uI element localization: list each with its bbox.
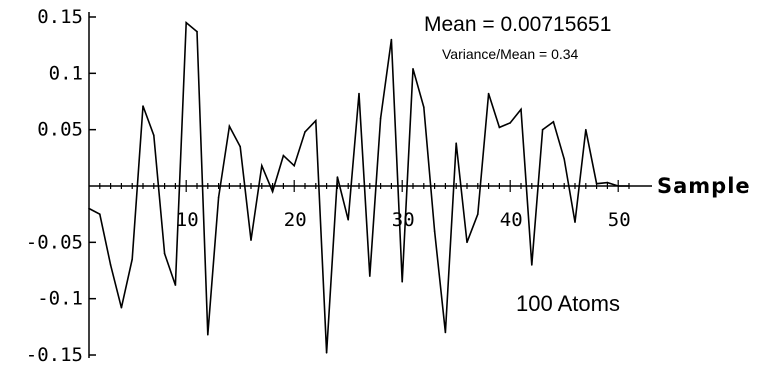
data-point xyxy=(347,219,350,221)
x-axis-label: Sample xyxy=(657,174,751,198)
data-point xyxy=(261,164,263,167)
y-tick-label: -0.1 xyxy=(37,288,83,310)
data-point xyxy=(379,117,382,120)
y-tick-label: 0.05 xyxy=(37,119,83,141)
data-point xyxy=(423,106,425,108)
y-tick-label: -0.15 xyxy=(26,344,83,366)
x-tick-label: 40 xyxy=(500,209,523,231)
data-point xyxy=(606,181,609,184)
data-point xyxy=(412,68,414,70)
data-point xyxy=(466,241,468,244)
y-tick-label: 0.1 xyxy=(49,62,83,84)
data-point xyxy=(228,125,231,128)
data-point xyxy=(509,122,512,124)
x-tick-label: 20 xyxy=(284,209,307,231)
data-point xyxy=(250,239,252,241)
data-point xyxy=(552,121,555,123)
mean-annotation: Mean = 0.00715651 xyxy=(424,13,611,36)
y-tick-label: 0.15 xyxy=(37,6,83,28)
data-point xyxy=(444,331,447,334)
data-point xyxy=(325,352,328,354)
x-tick-label: 10 xyxy=(176,209,199,231)
data-point xyxy=(617,185,619,187)
data-point xyxy=(239,145,241,148)
data-point xyxy=(477,213,479,215)
data-point xyxy=(563,158,565,160)
data-point xyxy=(369,275,371,277)
data-point xyxy=(163,252,166,255)
series-layer xyxy=(88,20,630,354)
data-point xyxy=(174,284,177,286)
x-tick-label: 30 xyxy=(392,209,415,231)
data-point xyxy=(120,306,123,309)
data-point xyxy=(433,230,436,232)
data-point xyxy=(455,142,458,144)
x-axis-ticks: 10 20 30 40 50 xyxy=(99,180,631,231)
data-point xyxy=(487,92,490,95)
data-point xyxy=(498,126,501,129)
data-point xyxy=(358,92,360,95)
data-point xyxy=(282,154,285,157)
data-point xyxy=(142,105,144,107)
data-point xyxy=(293,164,296,167)
y-axis-ticks: 0.15 0.1 0.05 -0.05 -0.1 -0.15 xyxy=(26,6,96,366)
data-point xyxy=(153,134,155,137)
variance-annotation: Variance/Mean = 0.34 xyxy=(442,46,579,62)
data-point xyxy=(196,30,198,33)
data-point xyxy=(595,182,598,185)
data-point xyxy=(574,221,576,223)
data-point xyxy=(628,185,630,187)
data-point xyxy=(315,119,317,122)
x-tick-label: 50 xyxy=(608,209,631,231)
y-tick-label: -0.05 xyxy=(26,231,83,253)
data-point xyxy=(185,21,187,24)
data-point xyxy=(99,213,101,215)
data-point xyxy=(401,281,404,283)
data-point xyxy=(88,207,90,210)
data-point xyxy=(336,176,339,178)
data-point xyxy=(390,38,393,41)
data-point xyxy=(531,264,533,266)
data-point xyxy=(109,264,112,266)
data-point xyxy=(304,131,306,133)
data-point xyxy=(585,128,587,131)
data-point xyxy=(520,108,522,111)
data-point xyxy=(131,258,133,261)
data-point xyxy=(271,190,274,193)
data-point xyxy=(207,333,209,336)
data-point xyxy=(541,128,544,131)
atoms-annotation: 100 Atoms xyxy=(516,291,620,316)
data-point xyxy=(217,196,220,199)
